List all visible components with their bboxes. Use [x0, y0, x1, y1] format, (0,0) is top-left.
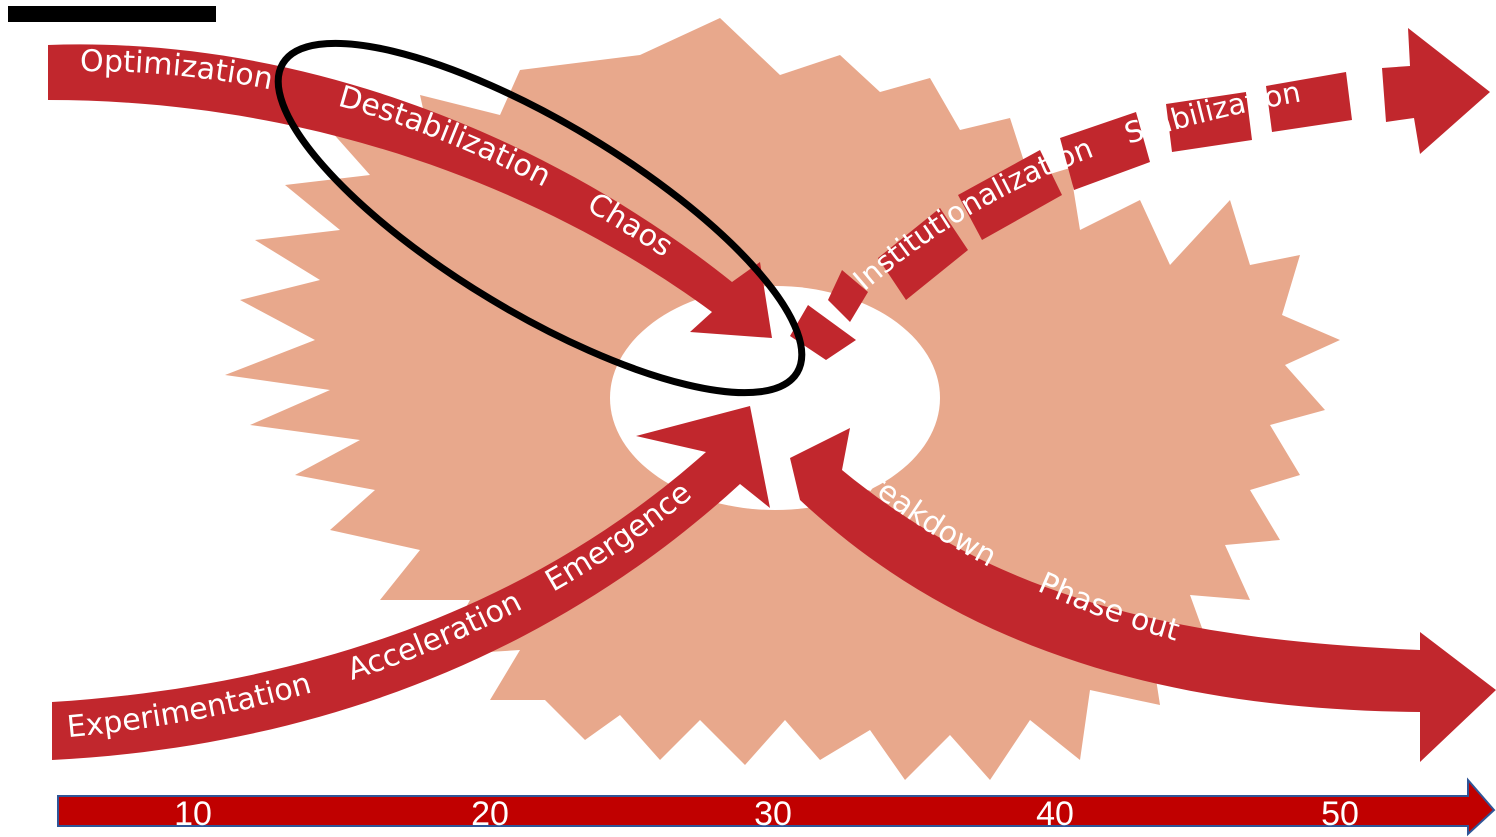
center-hole [610, 286, 940, 510]
timeline-tick: 10 [174, 795, 212, 833]
falling-arrow-band [790, 428, 1496, 762]
timeline-tick: 30 [754, 795, 792, 833]
timeline-tick: 40 [1036, 795, 1074, 833]
highlight-ellipse [274, 39, 806, 397]
top-arrow-band [48, 44, 772, 338]
bottom-arrow-band [52, 406, 770, 760]
rising-arrow-band [790, 28, 1490, 360]
timeline-arrow [57, 777, 1496, 837]
timeline-tick: 50 [1321, 795, 1359, 833]
redaction-bar [8, 6, 216, 22]
timeline-tick: 20 [471, 795, 509, 833]
